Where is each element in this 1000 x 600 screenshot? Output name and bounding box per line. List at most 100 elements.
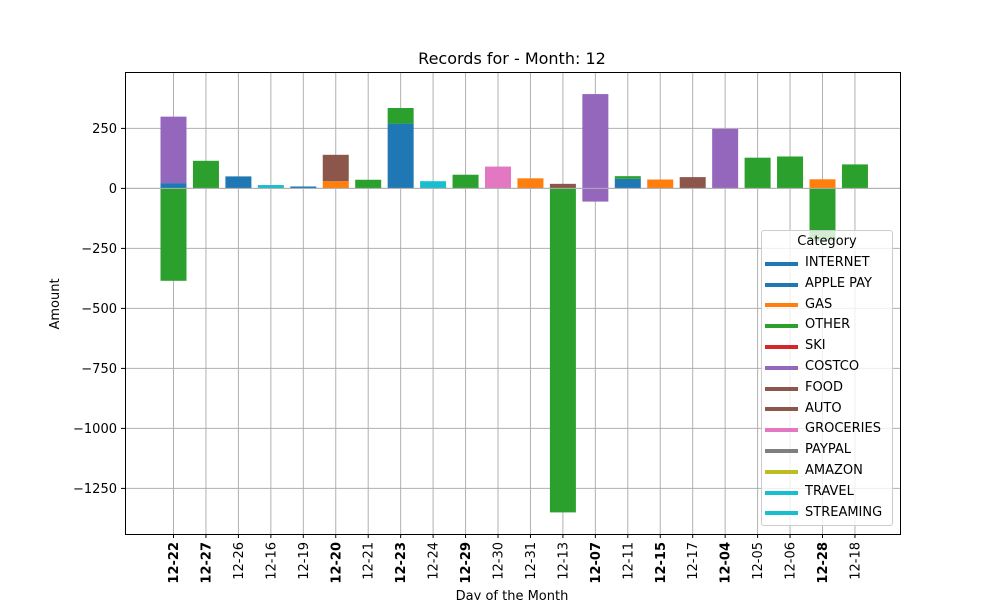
bar-12-26-apple-pay xyxy=(225,176,252,189)
y-axis-ticks: 250 0 −250 −500 −750 −1000 −1250 xyxy=(73,122,125,497)
x-tick-label: 12-30 xyxy=(492,542,507,580)
legend-label: GROCERIES xyxy=(805,421,881,437)
legend-entry: AUTO xyxy=(762,399,892,420)
legend-label: OTHER xyxy=(805,317,851,333)
legend-swatch xyxy=(765,490,798,495)
bar-12-22-internet xyxy=(160,183,187,189)
legend-swatch xyxy=(765,449,798,454)
legend-entry: OTHER xyxy=(762,315,892,336)
legend-label: SKI xyxy=(805,338,826,354)
x-tick-label: 12-29 xyxy=(459,542,474,584)
bar-12-29-other xyxy=(452,174,479,189)
bar-12-07-costco-negative xyxy=(582,188,609,202)
bar-12-15-gas xyxy=(647,179,674,189)
bar-12-30-groceries xyxy=(485,166,511,189)
y-tick-label: −500 xyxy=(81,302,117,317)
legend-title: Category xyxy=(797,234,857,249)
chart-title: Records for - Month: 12 xyxy=(418,49,606,68)
x-tick-label: 12-19 xyxy=(297,542,312,580)
legend-swatch xyxy=(765,282,798,287)
legend-entry: SKI xyxy=(762,336,892,357)
y-tick-label: −750 xyxy=(81,362,117,377)
bar-12-20-food xyxy=(322,154,349,182)
legend-swatch xyxy=(765,365,798,370)
x-tick-label: 12-27 xyxy=(199,542,214,584)
x-tick-label: 12-21 xyxy=(362,542,377,580)
bar-12-24-travel xyxy=(420,181,447,189)
bar-12-18-other xyxy=(841,164,868,189)
bar-12-31-gas xyxy=(517,178,544,189)
legend-entry: TRAVEL xyxy=(762,482,892,503)
bar-12-27-other xyxy=(192,160,219,189)
legend-swatch xyxy=(765,261,798,266)
x-tick-label: 12-22 xyxy=(167,542,182,584)
legend-label: TRAVEL xyxy=(805,483,854,499)
legend-swatch xyxy=(765,303,798,308)
legend-label: INTERNET xyxy=(805,255,870,270)
x-tick-label: 12-18 xyxy=(848,542,863,580)
y-tick-label: 0 xyxy=(109,182,117,197)
y-tick-label: −1000 xyxy=(73,422,117,437)
legend-label: AMAZON xyxy=(805,462,863,478)
x-tick-label: 12-24 xyxy=(427,542,442,580)
x-tick-label: 12-13 xyxy=(556,542,571,580)
legend-entry: STREAMING xyxy=(762,503,892,524)
bar-12-22-costco xyxy=(160,116,187,184)
bar-12-19-apple-pay xyxy=(290,186,317,189)
legend-entry: GROCERIES xyxy=(762,419,892,440)
bar-12-05-other xyxy=(744,157,771,189)
legend-entry: COSTCO xyxy=(762,357,892,378)
bar-12-13-other xyxy=(549,188,576,513)
legend-entry: PAYPAL xyxy=(762,440,892,461)
legend-swatch xyxy=(765,511,798,516)
legend-label: AUTO xyxy=(805,400,842,416)
y-tick-label: 250 xyxy=(92,122,117,137)
legend-label: APPLE PAY xyxy=(805,275,872,291)
bar-12-28-gas xyxy=(809,179,836,189)
x-axis-label: Day of the Month xyxy=(456,589,569,600)
x-tick-label: 12-23 xyxy=(394,542,409,584)
x-tick-label: 12-31 xyxy=(524,542,539,580)
bar-12-17-auto xyxy=(679,177,706,189)
x-tick-label: 12-28 xyxy=(816,542,831,584)
y-tick-label: −250 xyxy=(81,242,117,257)
legend-label: STREAMING xyxy=(805,504,883,520)
legend-entry: INTERNET xyxy=(762,253,892,274)
x-tick-label: 12-04 xyxy=(719,542,734,584)
legend-entry: AMAZON xyxy=(762,461,892,482)
legend: Category INTERNET APPLE PAY GAS OTHER SKI COS… xyxy=(761,230,893,527)
legend-label: GAS xyxy=(805,296,833,312)
legend-swatch xyxy=(765,324,798,329)
legend-swatch xyxy=(765,407,798,412)
x-tick-label: 12-11 xyxy=(621,542,636,580)
bar-12-07-costco xyxy=(582,94,609,189)
bar-12-21-other xyxy=(355,179,382,189)
x-tick-label: 12-17 xyxy=(686,542,701,580)
legend-entry: GAS xyxy=(762,295,892,316)
legend-label: FOOD xyxy=(805,379,843,395)
x-tick-label: 12-26 xyxy=(232,542,247,580)
x-tick-label: 12-05 xyxy=(751,542,766,580)
x-axis-ticks: 12-22 12-27 12-26 12-16 12-19 12-20 12-21 12-23… xyxy=(167,534,863,584)
legend-label: COSTCO xyxy=(805,358,860,374)
y-tick-label: −1250 xyxy=(73,482,117,497)
bar-12-23-apple-pay xyxy=(387,123,414,189)
grid-lines xyxy=(125,72,900,534)
x-tick-label: 12-06 xyxy=(784,542,799,580)
bar-12-11-apple-pay xyxy=(614,178,641,189)
y-axis-label: Amount xyxy=(48,278,63,329)
bar-12-06-other xyxy=(777,156,804,189)
x-tick-label: 12-15 xyxy=(654,542,669,584)
legend-swatch xyxy=(765,345,798,350)
legend-swatch xyxy=(765,469,798,474)
legend-swatch xyxy=(765,386,798,391)
legend-entry: APPLE PAY xyxy=(762,274,892,295)
x-tick-label: 12-16 xyxy=(264,542,279,580)
bar-12-04-costco xyxy=(712,128,739,189)
bar-12-13-auto xyxy=(549,183,576,189)
legend-entry: FOOD xyxy=(762,378,892,399)
legend-swatch xyxy=(765,428,798,433)
bar-12-11-other xyxy=(614,176,641,179)
legend-entries: INTERNET APPLE PAY GAS OTHER SKI COSTCO FOOD AU… xyxy=(762,253,892,523)
x-tick-label: 12-20 xyxy=(329,542,344,584)
